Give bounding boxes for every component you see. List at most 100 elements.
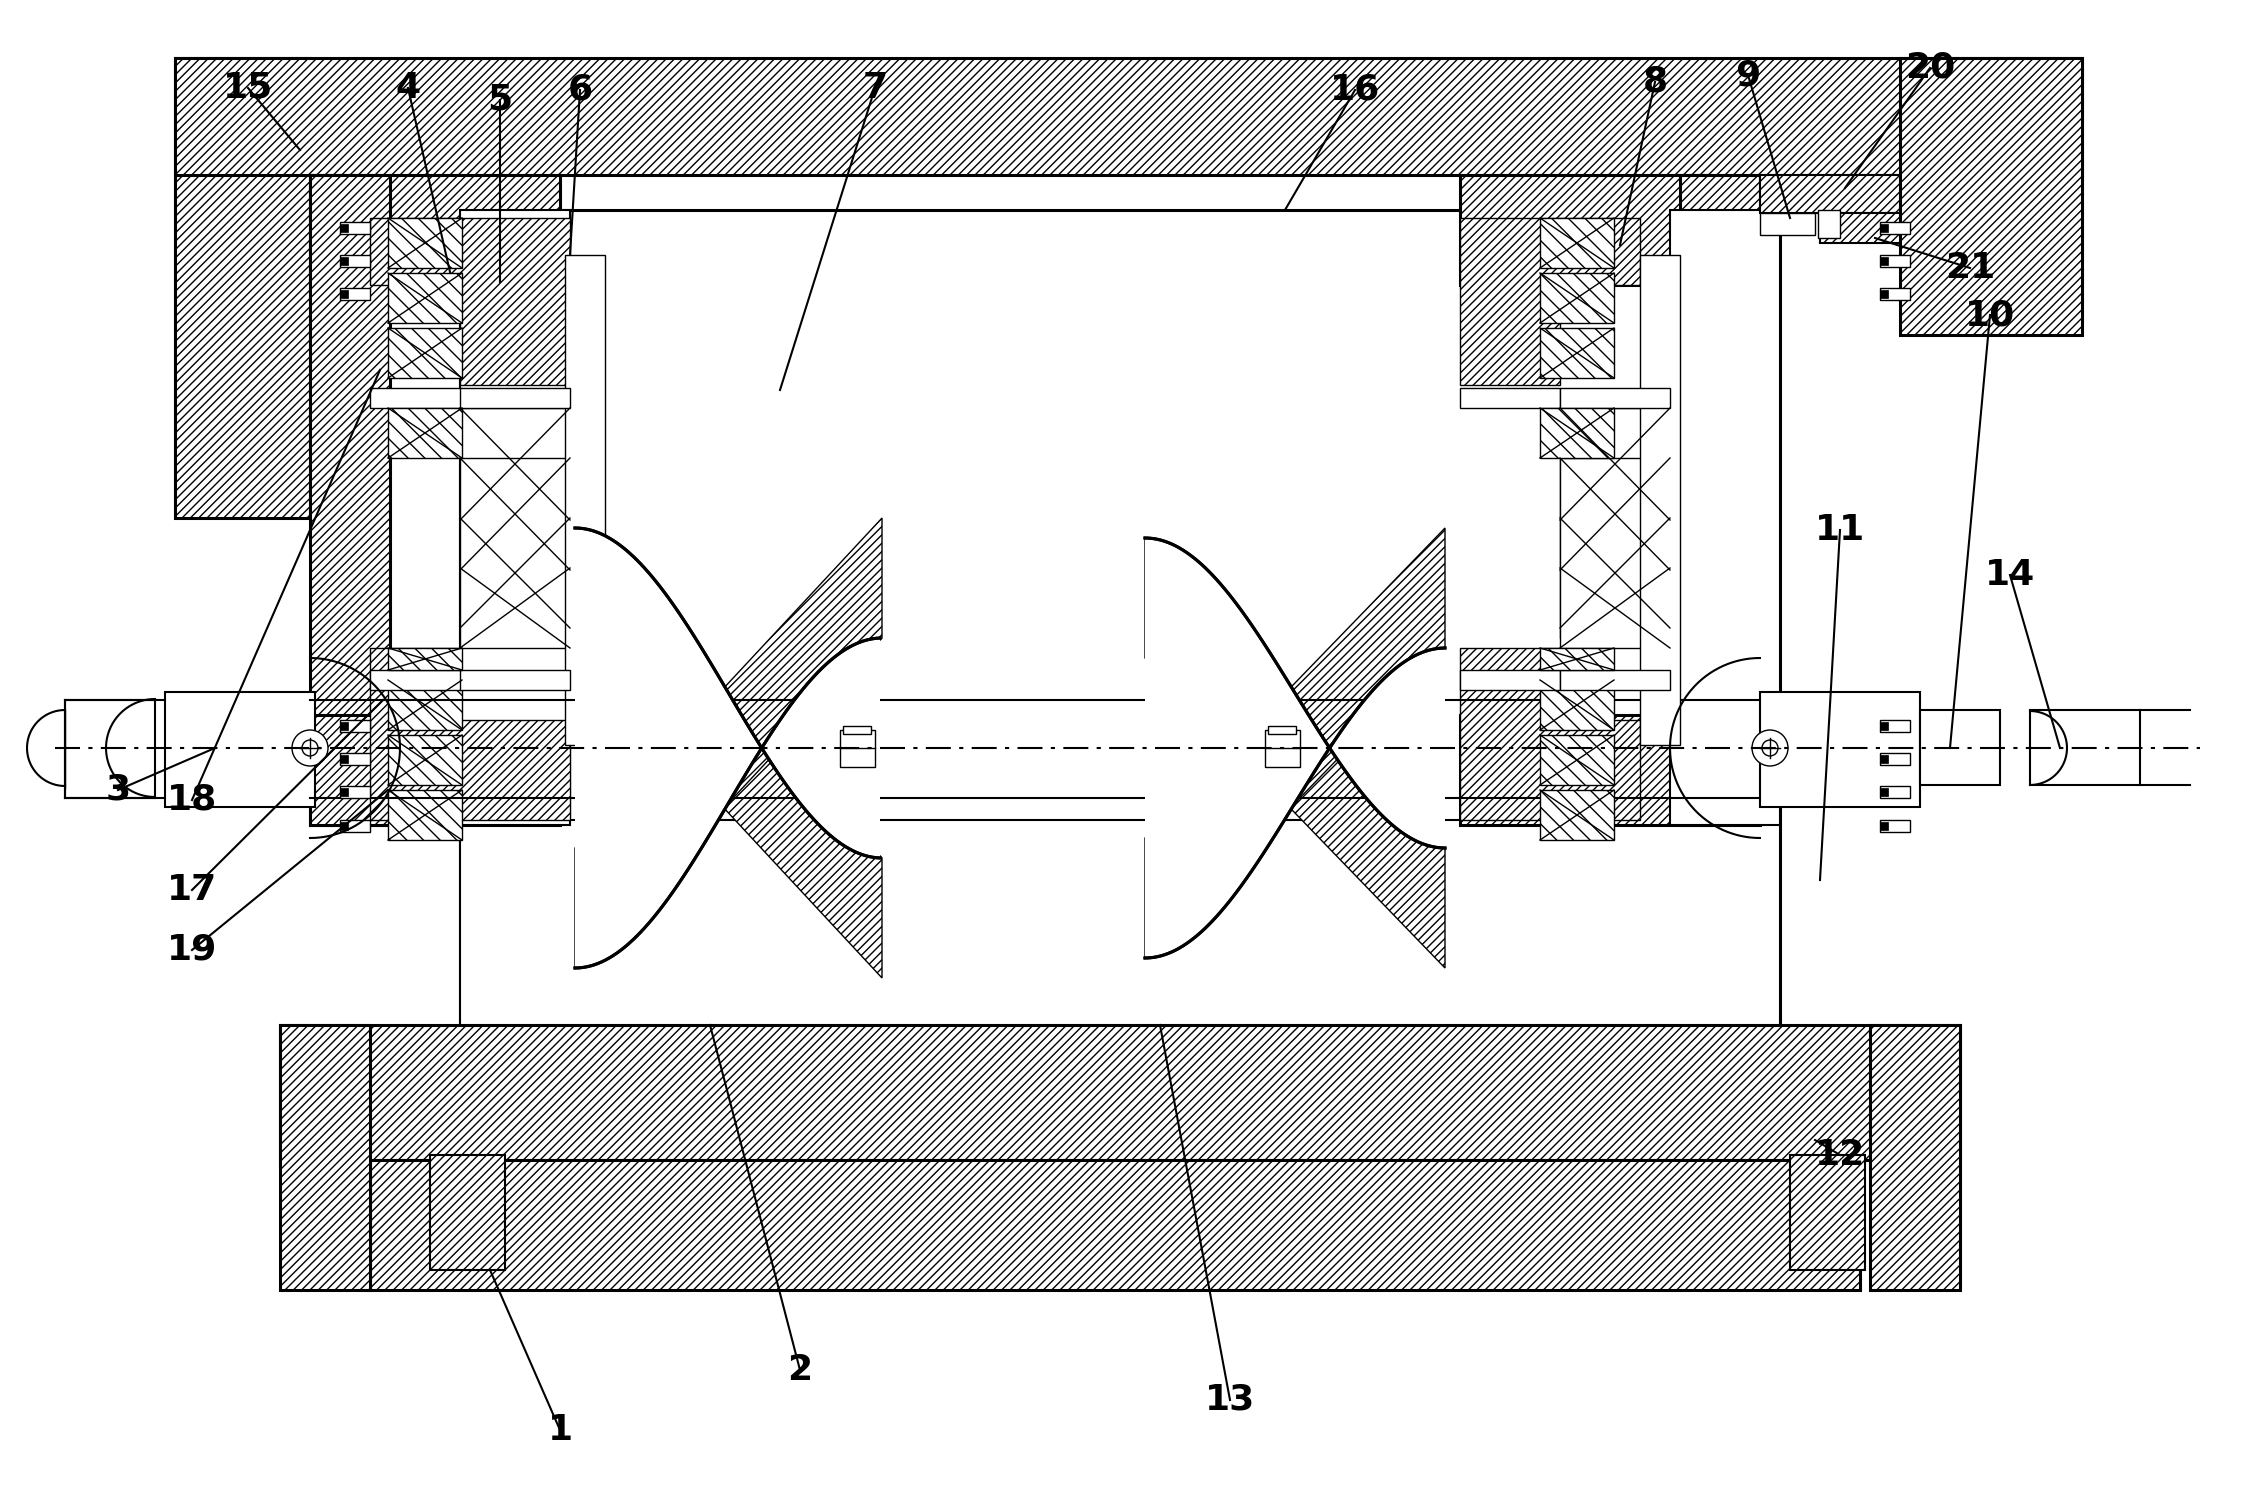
Bar — [1880, 822, 1887, 829]
Bar — [340, 786, 371, 798]
Bar — [389, 409, 461, 458]
Bar — [1869, 1025, 1959, 1290]
Bar — [1268, 726, 1295, 734]
Bar — [461, 210, 569, 825]
Bar — [164, 692, 315, 807]
Bar — [1541, 272, 1615, 323]
Bar — [340, 754, 349, 763]
Bar — [340, 290, 349, 298]
Bar — [310, 175, 560, 284]
Bar — [1561, 409, 1671, 638]
Text: 8: 8 — [1642, 64, 1667, 99]
Text: 2: 2 — [787, 1353, 812, 1388]
Text: 6: 6 — [567, 73, 591, 106]
Bar — [843, 726, 870, 734]
Text: 12: 12 — [1815, 1138, 1864, 1172]
Bar — [1900, 58, 2083, 335]
Bar — [1880, 222, 1909, 234]
Bar — [389, 272, 461, 323]
Text: 13: 13 — [1205, 1383, 1255, 1418]
Bar — [430, 1156, 506, 1269]
Text: 11: 11 — [1815, 513, 1864, 546]
Bar — [461, 820, 1779, 1025]
Bar — [340, 225, 349, 232]
Bar — [340, 222, 371, 234]
Bar — [461, 409, 569, 638]
Bar — [389, 735, 461, 784]
Bar — [340, 257, 349, 265]
Text: 10: 10 — [1966, 298, 2015, 332]
Bar — [1541, 790, 1615, 840]
Bar — [461, 388, 569, 409]
Bar — [1761, 692, 1921, 807]
Bar — [1460, 716, 1709, 825]
Bar — [371, 1160, 1860, 1290]
Bar — [310, 716, 560, 825]
Bar — [1561, 671, 1671, 690]
Text: 18: 18 — [166, 783, 218, 817]
Bar — [1541, 648, 1615, 671]
Bar — [389, 680, 461, 731]
Text: 17: 17 — [166, 873, 218, 907]
Bar — [1880, 722, 1887, 731]
Bar — [279, 1025, 1959, 1160]
Bar — [279, 1025, 371, 1290]
Bar — [1541, 328, 1615, 379]
Text: 1: 1 — [547, 1413, 573, 1448]
Bar — [1880, 786, 1909, 798]
Bar — [371, 388, 461, 409]
Polygon shape — [371, 219, 569, 385]
Circle shape — [292, 731, 328, 766]
Bar — [1264, 731, 1300, 766]
Polygon shape — [2031, 710, 2141, 784]
Text: 16: 16 — [1329, 73, 1381, 106]
Circle shape — [1761, 740, 1779, 756]
Bar — [340, 787, 349, 796]
Bar — [461, 671, 569, 690]
Bar — [1880, 290, 1887, 298]
Circle shape — [1752, 731, 1788, 766]
Bar — [389, 790, 461, 840]
Bar — [340, 822, 349, 829]
Bar — [1761, 213, 1815, 235]
Bar — [340, 820, 371, 832]
Polygon shape — [371, 648, 569, 820]
Bar — [1819, 213, 1900, 243]
Polygon shape — [576, 528, 879, 969]
Text: 21: 21 — [1945, 251, 1995, 284]
Bar — [1790, 1156, 1864, 1269]
Bar — [1541, 409, 1615, 458]
Bar — [564, 254, 605, 746]
Bar — [389, 648, 461, 671]
Text: 14: 14 — [1986, 558, 2035, 591]
Text: 15: 15 — [223, 70, 272, 105]
Bar — [175, 58, 310, 518]
Polygon shape — [1145, 528, 1446, 958]
Text: 5: 5 — [488, 82, 513, 117]
Bar — [1460, 671, 1561, 690]
Bar — [1880, 787, 1887, 796]
Text: 7: 7 — [861, 70, 888, 105]
Bar — [839, 731, 875, 766]
Bar — [1880, 287, 1909, 299]
Bar — [1640, 254, 1680, 746]
Bar — [1460, 388, 1561, 409]
Bar — [1880, 720, 1909, 732]
Bar — [1880, 753, 1909, 765]
Bar — [1561, 458, 1671, 648]
Bar — [310, 175, 389, 825]
Bar — [1541, 219, 1615, 268]
Bar — [175, 58, 2083, 175]
Polygon shape — [576, 518, 882, 969]
Bar — [1541, 680, 1615, 731]
Bar — [1880, 820, 1909, 832]
Circle shape — [301, 740, 317, 756]
Polygon shape — [1460, 648, 1640, 820]
Text: 9: 9 — [1736, 58, 1761, 91]
Bar — [461, 458, 569, 648]
Bar — [1921, 710, 1999, 784]
Bar — [1880, 754, 1887, 763]
Polygon shape — [1145, 537, 1446, 958]
Polygon shape — [576, 528, 882, 978]
Text: 4: 4 — [396, 70, 421, 105]
